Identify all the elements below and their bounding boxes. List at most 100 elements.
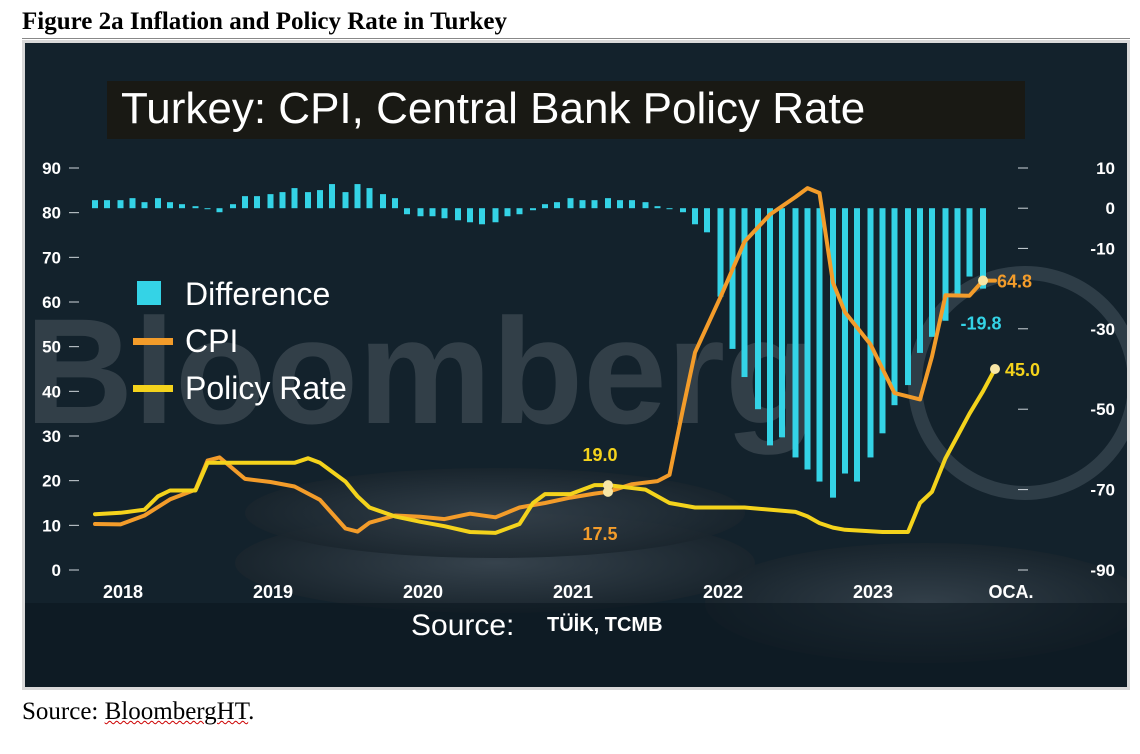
difference-bar — [741, 208, 748, 378]
difference-bar — [155, 198, 161, 209]
difference-bar — [117, 200, 124, 209]
y-left-tick-label: 80 — [42, 204, 61, 223]
bloomberg-watermark: Bloomberg — [25, 287, 817, 455]
difference-bar — [842, 208, 848, 474]
title-divider — [22, 38, 1130, 39]
difference-bar — [141, 202, 148, 209]
y-left-tick-label: 70 — [42, 248, 61, 267]
difference-bar — [591, 200, 598, 209]
difference-bar — [704, 208, 710, 233]
difference-bar — [779, 208, 785, 438]
annotation-label: -19.8 — [960, 314, 1001, 334]
y-left-tick-label: 20 — [42, 472, 61, 491]
difference-bar — [929, 208, 935, 337]
difference-bar — [942, 208, 949, 321]
difference-bar — [167, 202, 173, 209]
chart-panel: Bloomberg Turkey: CPI, Central Bank Poli… — [22, 40, 1130, 690]
x-tick-label: 2018 — [103, 582, 143, 602]
annotation-dot — [978, 275, 988, 286]
annotation-dot — [603, 486, 613, 497]
difference-bar — [617, 200, 623, 209]
difference-bar — [567, 198, 574, 209]
difference-bar — [542, 204, 548, 209]
source-name: BloombergHT — [104, 698, 249, 725]
y-right-tick-label: 0 — [1106, 199, 1115, 218]
x-tick-label: 2021 — [553, 582, 593, 602]
difference-bar — [242, 196, 248, 209]
legend: Difference CPI Policy Rate — [133, 276, 347, 406]
y-right-tick-label: -90 — [1090, 561, 1115, 580]
difference-bar — [917, 208, 923, 353]
legend-label: CPI — [185, 323, 238, 359]
difference-bar — [317, 190, 323, 209]
difference-bar — [354, 184, 361, 209]
legend-swatch-bar — [137, 281, 161, 305]
difference-bar — [680, 208, 686, 213]
difference-bar — [342, 192, 349, 209]
y-left-tick-label: 50 — [42, 338, 61, 357]
source-suffix: . — [248, 698, 255, 725]
y-left-tick-label: 90 — [42, 159, 61, 178]
difference-bar — [429, 208, 436, 217]
difference-bar — [816, 208, 823, 482]
figure-title: Figure 2a Inflation and Policy Rate in T… — [22, 8, 508, 35]
difference-bar — [605, 198, 611, 209]
legend-swatch-line — [133, 385, 173, 392]
difference-bar — [380, 194, 386, 209]
annotation-label: 45.0 — [1005, 360, 1040, 380]
difference-bar — [455, 208, 461, 221]
difference-bar — [479, 208, 485, 225]
policy-rate-line — [93, 367, 997, 535]
difference-bar — [366, 188, 373, 209]
chart-source-label: Source: — [411, 609, 514, 642]
figure-source: Source: BloombergHT. — [22, 698, 254, 726]
legend-label: Policy Rate — [185, 370, 347, 406]
difference-bar — [891, 208, 898, 406]
difference-bar — [104, 200, 110, 209]
difference-bar — [804, 208, 811, 470]
difference-bar — [854, 208, 860, 482]
y-right-tick-label: 10 — [1096, 159, 1115, 178]
difference-bar — [905, 208, 911, 386]
difference-bar — [467, 208, 473, 223]
difference-bar — [254, 196, 260, 209]
x-tick-label: 2022 — [703, 582, 743, 602]
chart-source-text: TÜİK, TCMB — [547, 613, 663, 636]
difference-bar — [692, 208, 698, 225]
difference-bar — [291, 188, 298, 209]
difference-bar — [755, 208, 761, 410]
difference-bar — [554, 202, 560, 209]
difference-bar — [441, 208, 448, 219]
annotation-label: 64.8 — [997, 272, 1032, 292]
y-left-tick-label: 0 — [52, 561, 61, 580]
difference-bar — [417, 208, 424, 217]
difference-bar — [879, 208, 886, 434]
chart-title-banner — [107, 81, 1025, 139]
x-tick-label: OCA. — [989, 582, 1034, 602]
y-left-tick-label: 40 — [42, 382, 61, 401]
annotation-label: 19.0 — [582, 445, 617, 465]
y-left-tick-label: 60 — [42, 293, 61, 312]
difference-bar — [654, 206, 661, 209]
y-left-tick-label: 10 — [42, 516, 61, 535]
y-right-tick-label: -30 — [1090, 320, 1115, 339]
difference-bar — [204, 208, 211, 210]
difference-bar — [267, 194, 274, 209]
difference-bar — [329, 184, 335, 209]
difference-bar — [729, 208, 736, 349]
annotation-dot — [990, 364, 1000, 374]
difference-bar — [980, 208, 986, 289]
difference-bar — [579, 200, 586, 209]
series-lines — [93, 186, 997, 535]
legend-swatch-line — [133, 338, 173, 345]
difference-bar — [216, 208, 223, 213]
background-decoration — [25, 43, 1127, 687]
difference-bar — [230, 204, 236, 209]
difference-bar — [305, 192, 311, 209]
difference-bar — [666, 208, 673, 210]
difference-bar — [192, 206, 199, 209]
difference-bar — [404, 208, 410, 215]
cpi-line — [93, 186, 997, 534]
difference-bar — [279, 192, 286, 209]
